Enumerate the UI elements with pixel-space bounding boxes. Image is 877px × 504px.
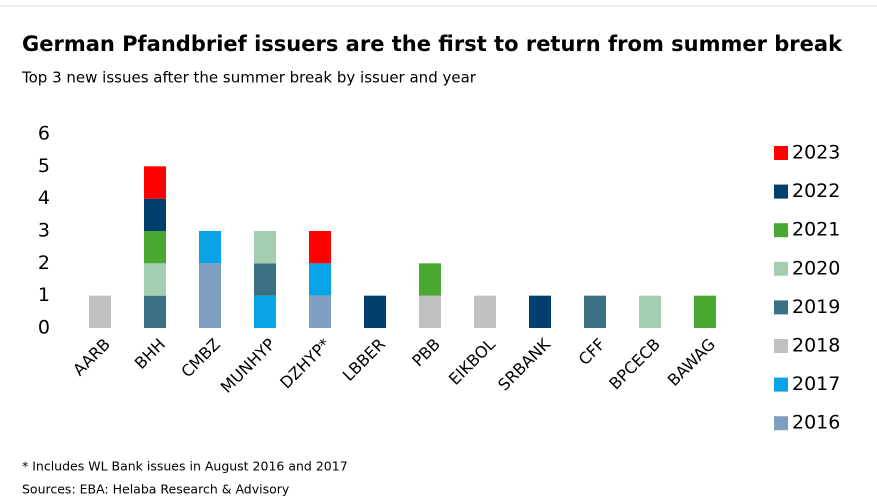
bar-segment [694,295,716,328]
y-tick-label: 1 [38,284,50,306]
legend-swatch [774,300,788,315]
y-tick-label: 6 [38,123,50,145]
x-tick-label: EIKBOL [445,335,499,389]
bar-segment [144,231,166,264]
legend-swatch [774,223,788,238]
bar-segment [309,231,331,264]
footnote: * Includes WL Bank issues in August 2016… [22,459,348,474]
x-tick-label: CMBZ [177,335,224,382]
bar-segment [529,295,551,328]
legend-swatch [774,261,788,276]
y-tick-label: 2 [38,252,50,274]
legend-label: 2023 [792,142,840,164]
bar-segment [309,263,331,296]
bar-segment [144,198,166,231]
x-tick-label: SRBANK [494,334,554,394]
legend-label: 2018 [792,335,840,357]
legend-label: 2022 [792,180,840,202]
bar-segment [144,295,166,328]
legend-label: 2021 [792,219,840,241]
bar-segment [144,166,166,199]
legend-swatch [774,184,788,199]
legend-swatch [774,146,788,160]
bar-segment [199,231,221,264]
legend-swatch [774,339,788,353]
legend-label: 2019 [792,296,840,318]
bar-segment [474,295,496,328]
bar-segment [639,295,661,328]
footnote: Sources: EBA: Helaba Research & Advisory [22,482,290,497]
x-tick-label: BPCECB [605,335,664,394]
x-tick-label: PBB [408,335,444,371]
x-tick-label: LBBER [339,335,389,385]
y-tick-label: 0 [38,317,50,339]
y-tick-label: 5 [38,155,50,177]
bar-segment [584,295,606,328]
bar-segment [254,231,276,264]
legend-swatch [774,377,788,392]
chart-subtitle: Top 3 new issues after the summer break … [21,69,477,87]
bar-segment [309,295,331,328]
bar-segment [199,263,221,328]
bar-segment [254,295,276,328]
x-tick-label: AARB [69,335,114,380]
legend-swatch [774,416,788,431]
bar-segment [419,263,441,296]
x-tick-label: BAWAG [664,335,719,390]
bar-segment [419,295,441,328]
legend-label: 2016 [792,412,840,434]
y-tick-label: 3 [38,220,50,242]
bar-segment [144,263,166,296]
bar-segment [254,263,276,296]
legend-label: 2017 [792,373,840,395]
y-tick-label: 4 [38,187,50,209]
bar-segment [89,295,111,328]
x-tick-label: CFF [575,335,609,369]
bar-segment [364,295,386,328]
x-tick-label: DZHYP* [276,335,334,393]
x-tick-label: MUNHYP [217,334,279,396]
legend-label: 2020 [792,257,840,279]
chart-title: German Pfandbrief issuers are the first … [22,32,843,56]
x-tick-label: BHH [131,335,169,373]
